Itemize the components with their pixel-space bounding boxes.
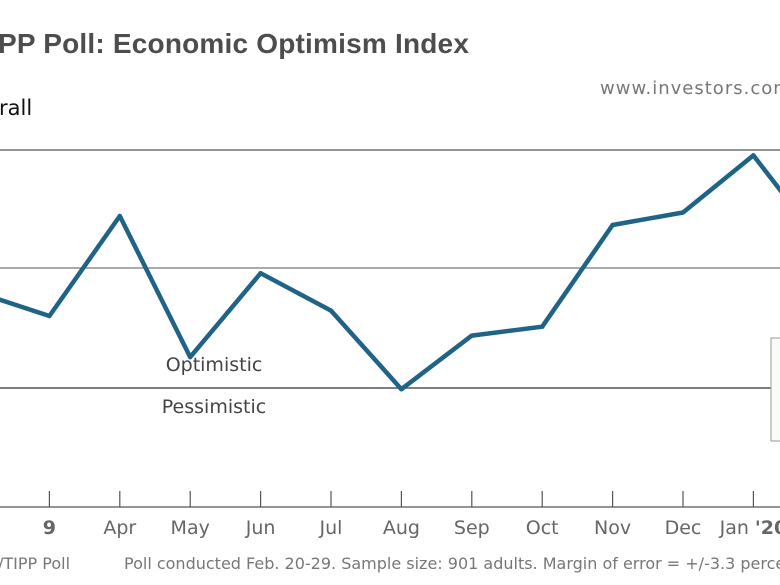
optimistic-label: Optimistic bbox=[166, 354, 263, 376]
data-point bbox=[258, 270, 263, 276]
methodology-note: Poll conducted Feb. 20-29. Sample size: … bbox=[124, 554, 780, 573]
series-layer bbox=[0, 153, 780, 392]
x-tick-label: Sep bbox=[454, 517, 490, 539]
chart-title: PP Poll: Economic Optimism Index bbox=[0, 28, 470, 59]
data-point bbox=[328, 308, 334, 313]
series-line bbox=[0, 153, 780, 392]
data-point bbox=[469, 333, 474, 338]
series-label: rall bbox=[0, 96, 33, 120]
data-point bbox=[540, 324, 545, 329]
legend-box-edge bbox=[770, 337, 780, 442]
x-tick-label: May bbox=[171, 517, 210, 539]
data-point bbox=[117, 213, 123, 219]
data-point bbox=[188, 354, 193, 360]
x-tick-label: Aug bbox=[383, 517, 420, 539]
x-tick-label: Apr bbox=[103, 517, 136, 539]
x-tick-label: Dec bbox=[665, 517, 702, 539]
x-tick-label: Jul bbox=[319, 517, 343, 539]
data-point bbox=[610, 222, 615, 228]
source-url: www.investors.con bbox=[600, 78, 780, 99]
pessimistic-label: Pessimistic bbox=[162, 396, 266, 418]
x-tick-label: Nov bbox=[594, 517, 631, 539]
source-note: /TIPP Poll bbox=[0, 554, 71, 573]
x-tick-label: Jun bbox=[245, 517, 276, 539]
x-tick-label: Jan '20 bbox=[719, 517, 780, 539]
data-point bbox=[47, 313, 52, 319]
data-point bbox=[399, 386, 404, 392]
data-point bbox=[680, 210, 686, 215]
x-tick-label: 9 bbox=[43, 517, 56, 539]
data-point bbox=[751, 153, 756, 158]
x-tick-label: Oct bbox=[526, 517, 559, 539]
